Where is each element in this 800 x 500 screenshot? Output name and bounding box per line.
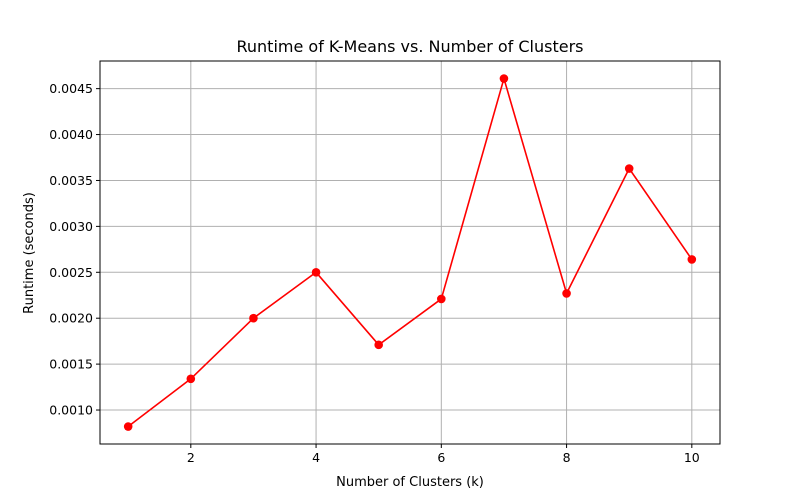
data-point	[687, 255, 697, 264]
data-point	[123, 422, 133, 431]
y-tick-label: 0.0020	[49, 311, 93, 326]
y-axis-label: Runtime (seconds)	[22, 192, 37, 314]
x-tick-label: 8	[563, 450, 571, 465]
data-point	[374, 340, 383, 350]
data-point	[186, 374, 196, 384]
x-axis-label: Number of Clusters (k)	[336, 475, 484, 490]
y-tick-label: 0.0040	[49, 127, 93, 142]
y-tick-label: 0.0015	[49, 357, 93, 372]
y-tick-label: 0.0035	[49, 173, 93, 188]
x-tick-label: 10	[684, 450, 700, 465]
data-point	[249, 313, 258, 323]
plot-series	[123, 74, 697, 431]
y-tick-label: 0.0030	[49, 219, 93, 234]
y-tick-label: 0.0025	[49, 265, 93, 280]
y-tick-label: 0.0045	[49, 81, 93, 96]
x-tick-label: 6	[437, 450, 445, 465]
series-line	[127, 77, 693, 428]
data-point	[311, 267, 321, 277]
x-tick-label: 2	[187, 450, 195, 465]
data-point	[562, 289, 571, 298]
data-point	[624, 164, 634, 173]
plot-frame	[99, 60, 721, 445]
data-point	[499, 74, 509, 83]
y-tick-label: 0.0010	[49, 403, 93, 418]
grid	[100, 61, 720, 444]
chart-title: Runtime of K-Means vs. Number of Cluster…	[237, 37, 584, 56]
axis-ticks: 2 4 6 8 10 0.0010 0.0015 0.0020 0.0025 0.0030 0.00…	[49, 81, 700, 465]
data-point	[437, 294, 446, 304]
x-tick-label: 4	[312, 450, 320, 465]
